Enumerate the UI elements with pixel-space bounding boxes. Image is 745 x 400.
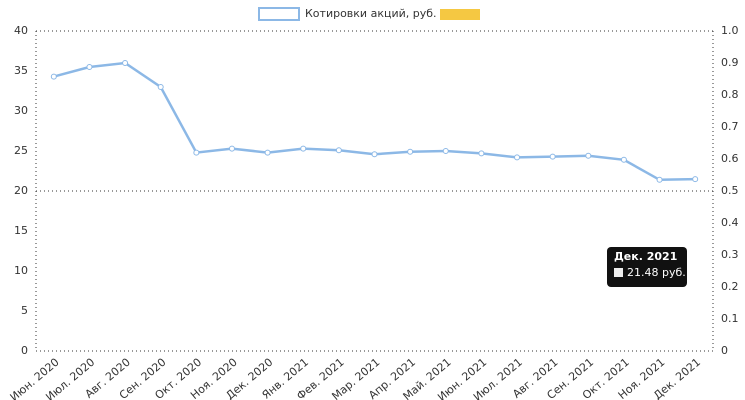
point	[50, 73, 57, 80]
tooltip-box	[607, 247, 687, 287]
point	[514, 154, 521, 161]
y2-tick-label: 0.1	[721, 312, 739, 325]
y-tick-label: 20	[14, 184, 28, 197]
y2-tick-label: 0.5	[721, 184, 739, 197]
point	[692, 176, 699, 183]
point	[478, 150, 485, 157]
y-tick-label: 30	[14, 104, 28, 117]
y2-tick-label: 0.3	[721, 248, 739, 261]
point	[335, 147, 342, 154]
tooltip-swatch	[614, 268, 623, 277]
y-tick-label: 35	[14, 64, 28, 77]
y2-tick-label: 0.8	[721, 88, 739, 101]
y-tick-label: 10	[14, 264, 28, 277]
point	[549, 153, 556, 160]
point	[371, 151, 378, 158]
point	[620, 156, 627, 163]
point	[86, 64, 93, 70]
y-tick-label: 0	[21, 344, 28, 357]
point	[228, 145, 235, 152]
y-tick-label: 5	[21, 304, 28, 317]
y2-tick-label: 0.4	[721, 216, 739, 229]
point	[157, 84, 164, 90]
legend-swatch[interactable]	[258, 7, 300, 21]
y2-tick-label: 0.6	[721, 152, 739, 165]
tooltip-text: 21.48 руб.	[627, 266, 686, 279]
point	[122, 60, 129, 66]
y2-tick-label: 0.2	[721, 280, 739, 293]
y-tick-label: 25	[14, 144, 28, 157]
line	[53, 61, 696, 182]
point	[656, 176, 663, 183]
y-tick-label: 15	[14, 224, 28, 237]
point	[264, 149, 271, 156]
y-tick-label: 40	[14, 24, 28, 37]
point	[407, 148, 414, 155]
tooltip-title: Дек. 2021	[614, 250, 677, 263]
point	[585, 152, 592, 159]
tooltip: Дек. 2021 21.48 руб.	[607, 247, 687, 287]
legend-swatch-2[interactable]	[440, 9, 480, 20]
y2-tick-label: 0	[721, 344, 728, 357]
point	[193, 149, 200, 156]
y2-tick-label: 1.0	[721, 24, 739, 37]
y2-tick-label: 0.7	[721, 120, 739, 133]
y2-tick-label: 0.9	[721, 56, 739, 69]
point	[300, 145, 307, 152]
point	[442, 148, 449, 154]
legend-label[interactable]: Котировки акций, руб.	[305, 7, 437, 20]
